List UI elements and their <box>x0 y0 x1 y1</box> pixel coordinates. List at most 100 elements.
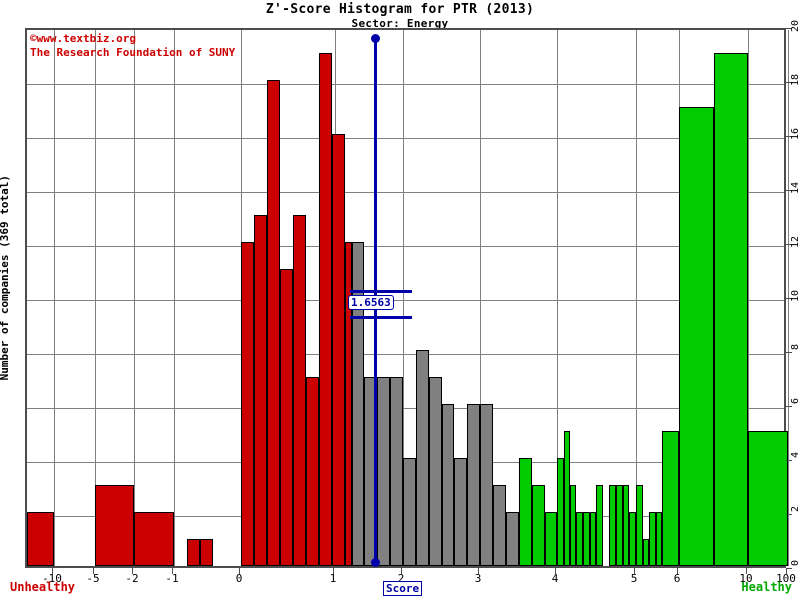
histogram-bar <box>570 485 576 566</box>
histogram-bar <box>200 539 213 566</box>
y-tick-label: 18 <box>790 74 800 87</box>
histogram-bar <box>557 458 564 566</box>
gridline-horizontal <box>27 408 784 409</box>
histogram-bar <box>493 485 506 566</box>
y-tick-label: 4 <box>790 452 800 459</box>
histogram-bar <box>649 512 656 566</box>
marker-bracket <box>350 316 412 319</box>
histogram-bar <box>267 80 280 566</box>
histogram-bar <box>390 377 403 566</box>
histogram-bar <box>643 539 649 566</box>
x-tick-mark <box>555 568 556 574</box>
x-axis-label: Score <box>383 581 423 596</box>
histogram-bar <box>429 377 442 566</box>
histogram-bar <box>403 458 416 566</box>
gridline-vertical <box>95 30 96 566</box>
x-tick-mark <box>401 568 402 574</box>
histogram-bar <box>332 134 345 566</box>
histogram-bar <box>241 242 254 566</box>
histogram-bar <box>416 350 429 566</box>
histogram-bar <box>352 242 364 566</box>
gridline-vertical <box>403 30 404 566</box>
y-tick-mark <box>786 406 792 407</box>
x-tick-label: 1 <box>329 572 337 585</box>
y-tick-label: 6 <box>790 398 800 405</box>
histogram-bar <box>345 242 352 566</box>
histogram-bar <box>636 485 643 566</box>
gridline-horizontal <box>27 300 784 301</box>
histogram-bar <box>506 512 519 566</box>
histogram-bar <box>306 377 319 566</box>
gridline-vertical <box>636 30 637 566</box>
marker-dot-bottom <box>371 558 380 567</box>
histogram-bar <box>616 485 623 566</box>
x-tick-label: 2 <box>397 572 405 585</box>
x-tick-label: 10 <box>739 572 753 585</box>
histogram-bar <box>27 512 54 566</box>
marker-dot-top <box>371 34 380 43</box>
histogram-bar <box>596 485 603 566</box>
x-tick-label: 100 <box>776 572 796 585</box>
legend-healthy: Healthy <box>741 580 792 594</box>
x-tick-mark <box>333 568 334 574</box>
x-tick-mark <box>634 568 635 574</box>
gridline-horizontal <box>27 192 784 193</box>
x-tick-mark <box>746 568 747 574</box>
x-tick-label: 6 <box>673 572 681 585</box>
x-tick-label: -10 <box>42 572 62 585</box>
y-tick-mark <box>786 82 792 83</box>
histogram-bar <box>576 512 583 566</box>
histogram-bar <box>679 107 714 566</box>
histogram-bar <box>532 485 545 566</box>
gridline-vertical <box>174 30 175 566</box>
y-tick-mark <box>786 514 792 515</box>
histogram-bar <box>319 53 332 566</box>
x-tick-label: 5 <box>630 572 638 585</box>
histogram-bar <box>187 539 200 566</box>
plot-area <box>25 28 789 568</box>
x-tick-mark <box>478 568 479 574</box>
gridline-vertical <box>748 30 749 566</box>
histogram-bar <box>583 512 590 566</box>
histogram-bar <box>95 485 134 566</box>
y-tick-mark <box>786 244 792 245</box>
gridline-horizontal <box>27 246 784 247</box>
y-tick-mark <box>786 190 792 191</box>
x-tick-mark <box>677 568 678 574</box>
gridline-vertical <box>134 30 135 566</box>
y-tick-label: 12 <box>790 236 800 249</box>
x-tick-label: 3 <box>474 572 482 585</box>
histogram-bar <box>656 512 662 566</box>
y-tick-label: 2 <box>790 506 800 513</box>
y-tick-label: 8 <box>790 344 800 351</box>
gridline-horizontal <box>27 84 784 85</box>
histogram-bar <box>480 404 493 566</box>
y-tick-mark <box>786 28 792 29</box>
histogram-bar <box>590 512 596 566</box>
histogram-bar <box>442 404 454 566</box>
gridline-vertical <box>480 30 481 566</box>
y-tick-mark <box>786 298 792 299</box>
y-tick-mark <box>786 352 792 353</box>
y-tick-label: 0 <box>790 560 800 567</box>
y-tick-mark <box>786 568 792 569</box>
plot-inner <box>27 30 789 566</box>
y-tick-label: 16 <box>790 128 800 141</box>
legend-unhealthy: Unhealthy <box>10 580 76 594</box>
x-tick-mark <box>786 568 787 574</box>
marker-bracket <box>350 290 412 293</box>
x-tick-label: -5 <box>86 572 100 585</box>
y-tick-mark <box>786 460 792 461</box>
histogram-bar <box>714 53 748 566</box>
x-tick-label: 0 <box>235 572 243 585</box>
histogram-bar <box>748 431 788 566</box>
y-axis-label: Number of companies (369 total) <box>0 175 11 381</box>
x-tick-mark <box>132 568 133 574</box>
histogram-bar <box>467 404 480 566</box>
chart-subtitle: Sector: Energy <box>351 17 449 30</box>
x-tick-mark <box>52 568 53 574</box>
y-tick-label: 14 <box>790 182 800 195</box>
marker-value-label: 1.6563 <box>348 295 394 310</box>
histogram-bar <box>623 485 629 566</box>
